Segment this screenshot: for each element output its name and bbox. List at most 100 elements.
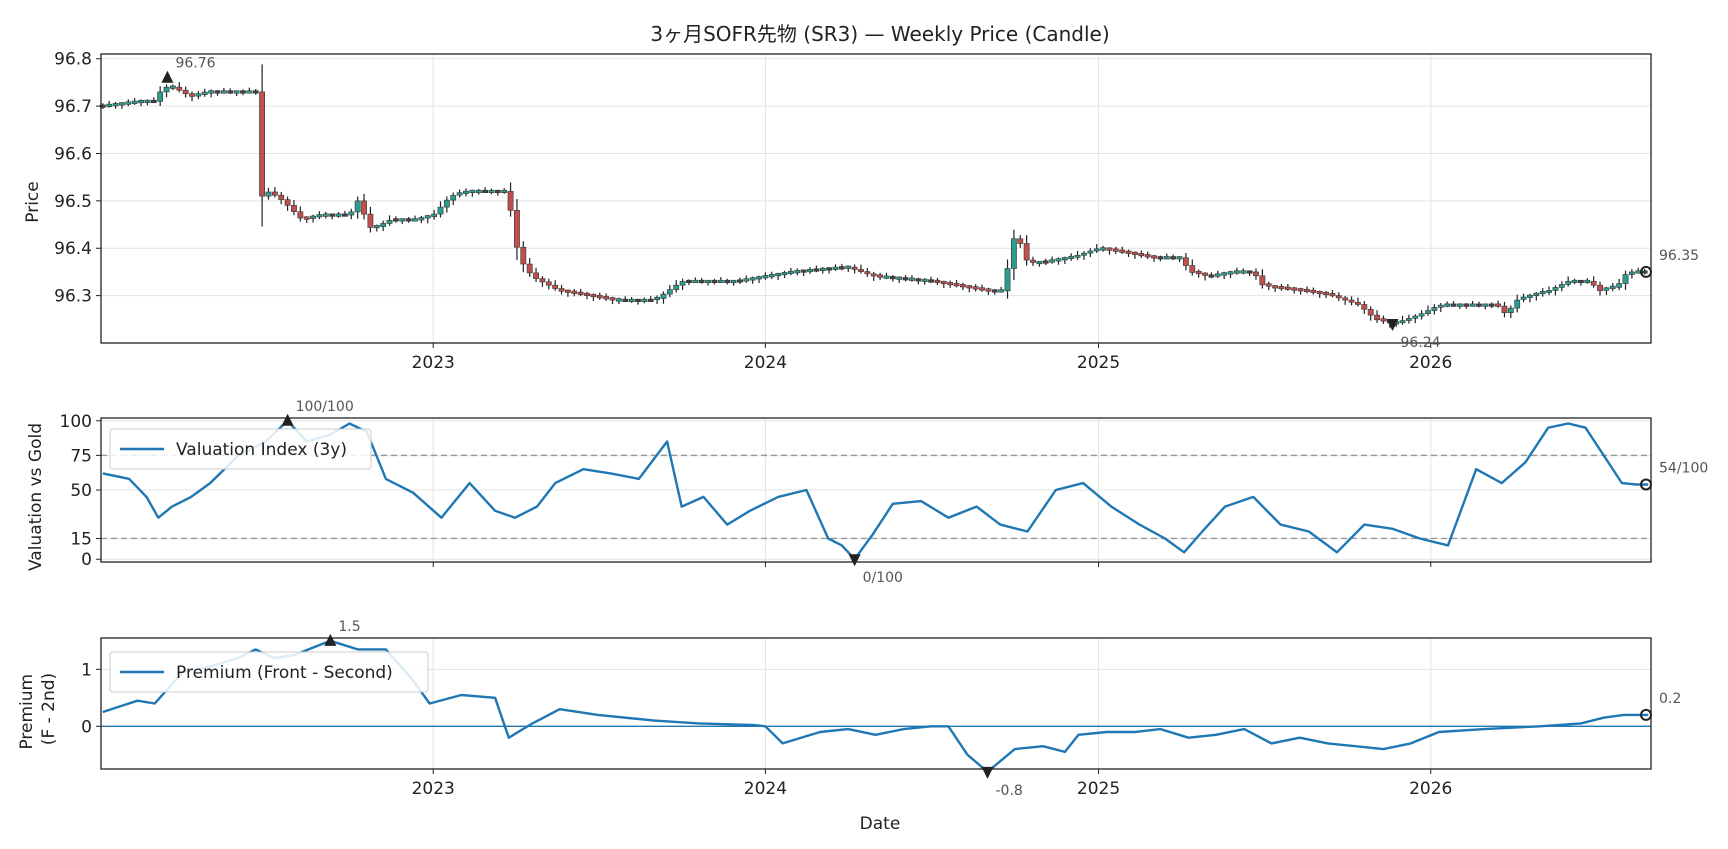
valuation-min-marker [848, 554, 861, 567]
price-candle-body [310, 215, 316, 219]
price-candle-body [870, 273, 877, 277]
price-candle-body [1609, 285, 1616, 289]
price-candle-body [144, 99, 151, 103]
price-candle-body [1221, 272, 1228, 276]
price-candle-body [705, 279, 711, 284]
price-candle-body [1412, 315, 1419, 319]
price-candle-body [475, 189, 482, 193]
price-candle-body [654, 296, 661, 301]
price-candle-body [1163, 256, 1170, 260]
price-candle-body [424, 215, 431, 219]
price-candle-body [1310, 289, 1317, 293]
price-candle-body [730, 279, 737, 284]
price-candle-body [1087, 250, 1094, 254]
price-max-marker [161, 70, 174, 83]
price-candle-body [1616, 283, 1623, 288]
price-candle-body [1533, 292, 1540, 297]
price-candle-body [1418, 313, 1425, 317]
price-y-tick-label: 96.8 [54, 50, 92, 70]
price-x-ticks: 2023 2024 2025 2026 [412, 343, 1452, 373]
price-candle-body [673, 284, 680, 290]
price-candle-body [832, 266, 839, 270]
price-candle-body [526, 263, 533, 274]
price-candle-body [1112, 248, 1119, 252]
price-candle-body [1119, 249, 1126, 253]
price-y-tick-label: 96.7 [54, 97, 92, 117]
price-candle-body [972, 286, 979, 290]
price-candle-body [960, 284, 966, 288]
price-candle-body [711, 279, 718, 284]
price-candle-body [1603, 287, 1610, 291]
price-candle-body [1488, 303, 1495, 307]
price-candle-body [1405, 318, 1412, 321]
premium-y-tick-label: 1 [81, 660, 92, 680]
price-candle-body [864, 271, 871, 275]
price-candle-body [1597, 284, 1603, 291]
premium-x-tick-label: 2024 [744, 779, 787, 799]
price-candle-body [838, 266, 845, 270]
price-candle-body [851, 266, 858, 270]
premium-line [101, 639, 1651, 773]
valuation-legend-box [109, 428, 372, 470]
price-candle-body [284, 199, 291, 206]
price-y-tick-label: 96.4 [54, 239, 92, 259]
price-candle-body [1425, 310, 1431, 314]
premium-y-axis-label-line2: (F - 2nd) [39, 673, 59, 745]
price-candle-body [826, 267, 833, 271]
price-candle-body [724, 279, 731, 284]
price-candle-body [1578, 279, 1584, 284]
premium-min-label: -0.8 [995, 783, 1022, 799]
price-candle-body [1253, 271, 1259, 277]
price-candle-body [443, 199, 450, 208]
price-candle-body [1195, 270, 1202, 275]
premium-min-marker [981, 766, 994, 779]
price-candle-body [985, 288, 992, 292]
price-candle-body [998, 289, 1005, 293]
price-candle-body [1214, 273, 1221, 277]
price-candle-body [361, 200, 367, 215]
price-candle-body [1495, 303, 1501, 307]
price-candle-body [431, 213, 438, 218]
valuation-min-label: 0/100 [863, 570, 903, 586]
price-candle-body [1355, 301, 1361, 305]
price-candle-body [584, 292, 590, 297]
valuation-legend: Valuation Index (3y) [109, 428, 372, 470]
price-candle-body [1068, 255, 1075, 260]
price-candle-body [915, 278, 922, 282]
price-candle-body [749, 277, 756, 281]
valuation-max-label: 100/100 [296, 399, 354, 415]
price-candle-body [1004, 268, 1011, 292]
price-candle-body [1170, 256, 1177, 260]
price-last-label: 96.35 [1659, 248, 1699, 264]
price-candle-body [373, 225, 380, 229]
price-candle-body [157, 91, 164, 102]
price-candle-body [781, 271, 788, 276]
price-candle-body [800, 269, 807, 273]
price-candle-body [813, 268, 820, 272]
price-candle-body [1240, 270, 1247, 274]
price-candle-body [469, 189, 476, 193]
premium-x-axis-label: Date [860, 814, 901, 834]
price-candle-body [322, 213, 329, 217]
price-candle-body [494, 189, 501, 193]
price-candle-body [271, 191, 278, 196]
price-candle-body [660, 293, 667, 299]
price-candle-body [692, 279, 699, 284]
valuation-y-tick-label: 50 [70, 481, 92, 501]
price-candle-body [1297, 288, 1304, 292]
price-candle-body [1202, 272, 1208, 276]
price-candle-body [1527, 294, 1533, 298]
price-candle-body [552, 284, 559, 289]
price-candles [99, 64, 1648, 328]
price-candle-body [176, 86, 183, 91]
price-candle-body [635, 298, 641, 302]
price-candle-body [966, 285, 973, 289]
price-candle-body [1151, 255, 1157, 259]
price-candle-body [380, 223, 387, 227]
premium-x-tick-label: 2023 [412, 779, 455, 799]
valuation-y-ticks: 015 50 75 100 [60, 412, 101, 570]
premium-annotations: 1.5 -0.8 0.2 [324, 619, 1681, 799]
price-candle-body [405, 218, 412, 222]
price-axes-frame [100, 53, 1652, 344]
price-candle-body [545, 281, 552, 286]
